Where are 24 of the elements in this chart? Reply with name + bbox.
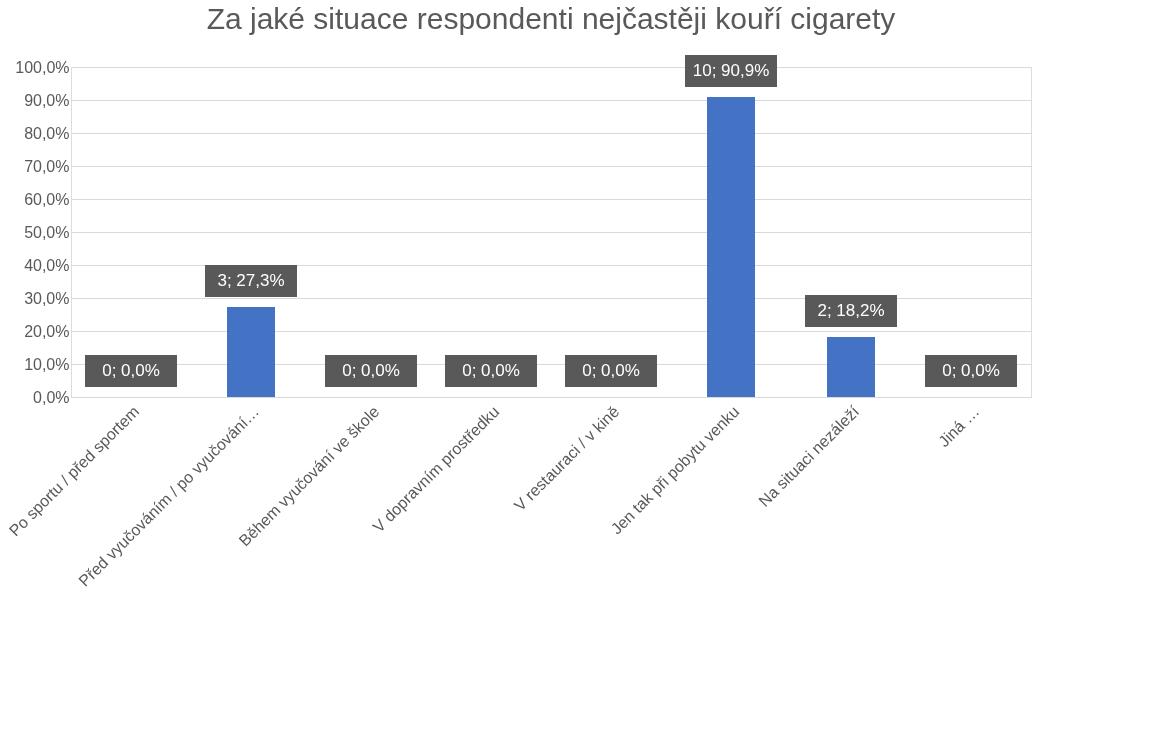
bar — [707, 97, 755, 397]
data-label: 0; 0,0% — [102, 361, 160, 380]
bar — [827, 336, 875, 397]
data-label: 10; 90,9% — [692, 61, 770, 81]
y-tick-label: 0,0% — [33, 388, 70, 406]
data-label: 0; 0,0% — [582, 361, 640, 380]
y-tick-label: 20,0% — [24, 322, 70, 340]
chart-title: Za jaké situace respondenti nejčastěji kouří cigarety — [206, 2, 896, 36]
bar — [227, 306, 275, 397]
data-label: 2; 18,2% — [817, 300, 885, 320]
y-tick-label: 70,0% — [24, 157, 70, 175]
x-tick-label: Jiná … — [935, 402, 983, 451]
data-label: 0; 0,0% — [462, 361, 520, 380]
data-label: 3; 27,3% — [217, 270, 285, 290]
y-tick-label: 80,0% — [24, 124, 70, 142]
data-label: 0; 0,0% — [342, 361, 400, 380]
y-tick-label: 50,0% — [24, 223, 70, 241]
y-tick-label: 10,0% — [24, 355, 70, 373]
y-tick-label: 60,0% — [24, 190, 70, 208]
y-tick-label: 100,0% — [15, 58, 70, 76]
y-tick-label: 30,0% — [24, 289, 70, 307]
y-tick-label: 90,0% — [24, 91, 70, 109]
y-tick-label: 40,0% — [24, 256, 70, 274]
data-label: 0; 0,0% — [942, 361, 1000, 380]
